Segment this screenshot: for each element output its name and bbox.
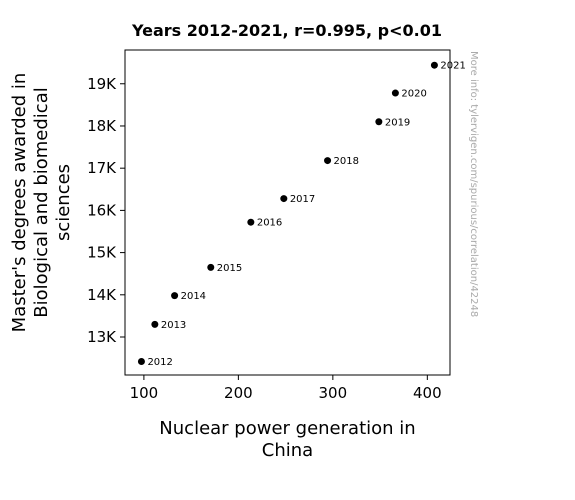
data-point-label: 2020: [401, 89, 426, 100]
x-axis: 100 200 300 400: [130, 375, 442, 402]
data-point-label: 2013: [161, 320, 186, 331]
data-point: [430, 61, 438, 69]
y-tick-label: 15K: [87, 244, 117, 262]
data-point-label: 2018: [334, 156, 359, 167]
chart-title: Years 2012-2021, r=0.995, p<0.01: [131, 21, 442, 40]
x-tick-label: 100: [130, 384, 159, 402]
data-point-label: 2015: [217, 263, 242, 274]
x-tick-label: 200: [224, 384, 253, 402]
data-point: [324, 157, 332, 165]
y-tick-label: 16K: [87, 201, 117, 219]
data-point-label: 2014: [181, 291, 206, 302]
data-point-label: 2017: [290, 194, 315, 205]
data-point: [247, 218, 255, 226]
y-tick-label: 17K: [87, 159, 117, 177]
x-axis-label: Nuclear power generation in China: [159, 418, 415, 461]
data-point: [171, 292, 179, 300]
y-tick-label: 18K: [87, 117, 117, 135]
y-tick-label: 14K: [87, 286, 117, 304]
x-tick-label: 400: [413, 384, 442, 402]
x-tick-label: 300: [319, 384, 348, 402]
data-point: [280, 195, 288, 203]
data-point-label: 2019: [385, 117, 410, 128]
source-watermark: More info: tylervigen.com/spurious/corre…: [468, 51, 479, 317]
data-point: [151, 320, 159, 328]
data-point-label: 2012: [147, 357, 172, 368]
data-point: [207, 263, 215, 271]
data-point-label: 2016: [257, 218, 282, 229]
y-tick-label: 13K: [87, 328, 117, 346]
y-tick-label: 19K: [87, 75, 117, 93]
data-point: [391, 89, 399, 97]
data-points: 2012 2013 2014 2015 2016 2017 2018 2019 2020 2021: [137, 61, 466, 368]
data-point: [137, 357, 145, 365]
data-point: [375, 118, 383, 126]
y-axis: 13K 14K 15K 16K 17K 18K 19K: [87, 75, 125, 346]
plot-area: [124, 49, 451, 376]
data-point-label: 2021: [440, 61, 465, 72]
y-axis-label: Master's degrees awarded inBiological an…: [9, 73, 74, 333]
